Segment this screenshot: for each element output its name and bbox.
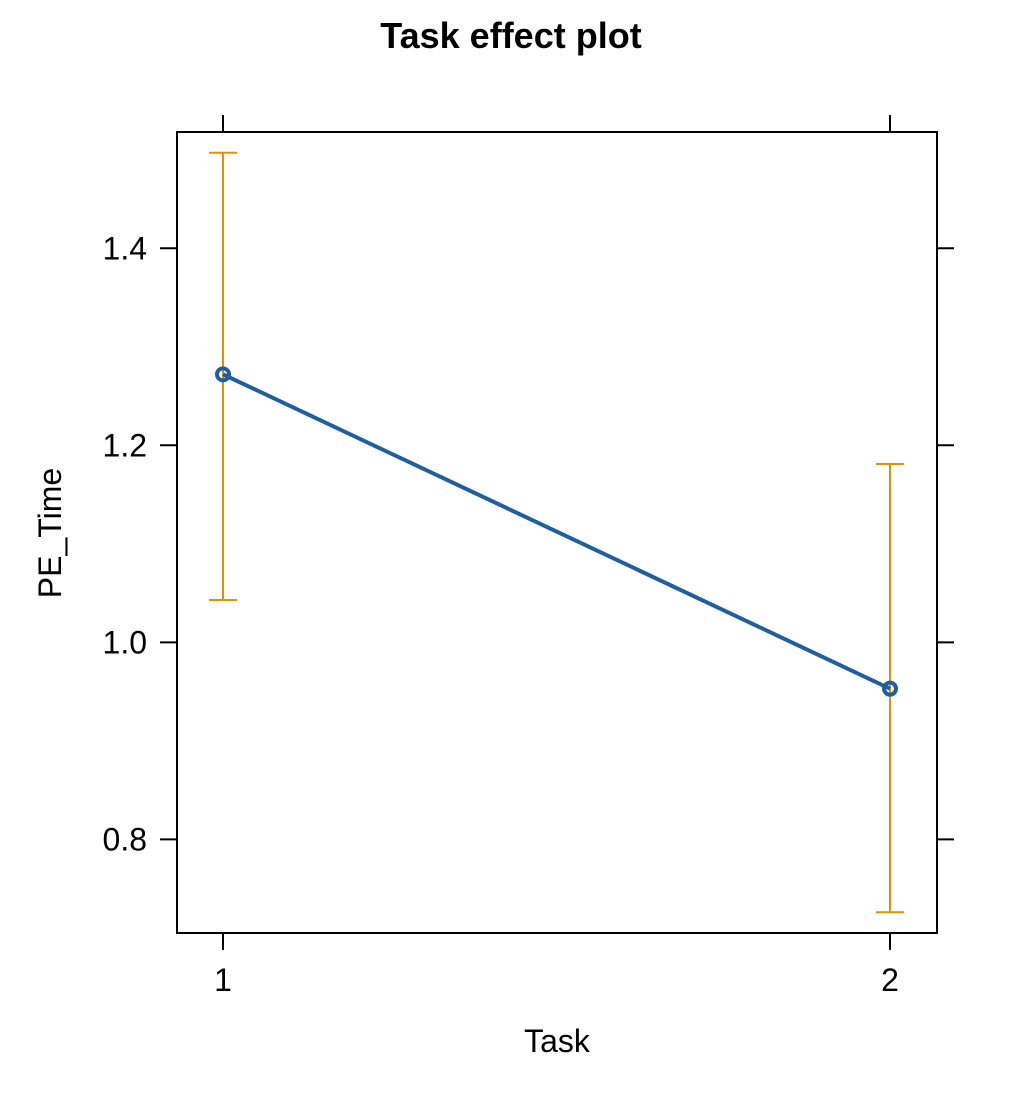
- series-line: [222, 372, 891, 691]
- y-tick-label: 1.0: [103, 624, 147, 660]
- x-tick-label: 1: [214, 962, 232, 998]
- data-point: [215, 366, 231, 383]
- x-axis-label: Task: [524, 1023, 591, 1059]
- y-axis: 0.8 1.0 1.2 1.4: [103, 230, 954, 857]
- y-tick-label: 0.8: [103, 821, 147, 857]
- x-tick-label: 2: [881, 962, 899, 998]
- y-tick-label: 1.4: [103, 230, 147, 266]
- y-axis-label: PE_Time: [32, 468, 68, 598]
- chart-title: Task effect plot: [380, 15, 641, 56]
- y-tick-label: 1.2: [103, 427, 147, 463]
- data-point: [882, 680, 898, 697]
- series-group: [215, 366, 898, 697]
- plot-frame: [176, 131, 938, 934]
